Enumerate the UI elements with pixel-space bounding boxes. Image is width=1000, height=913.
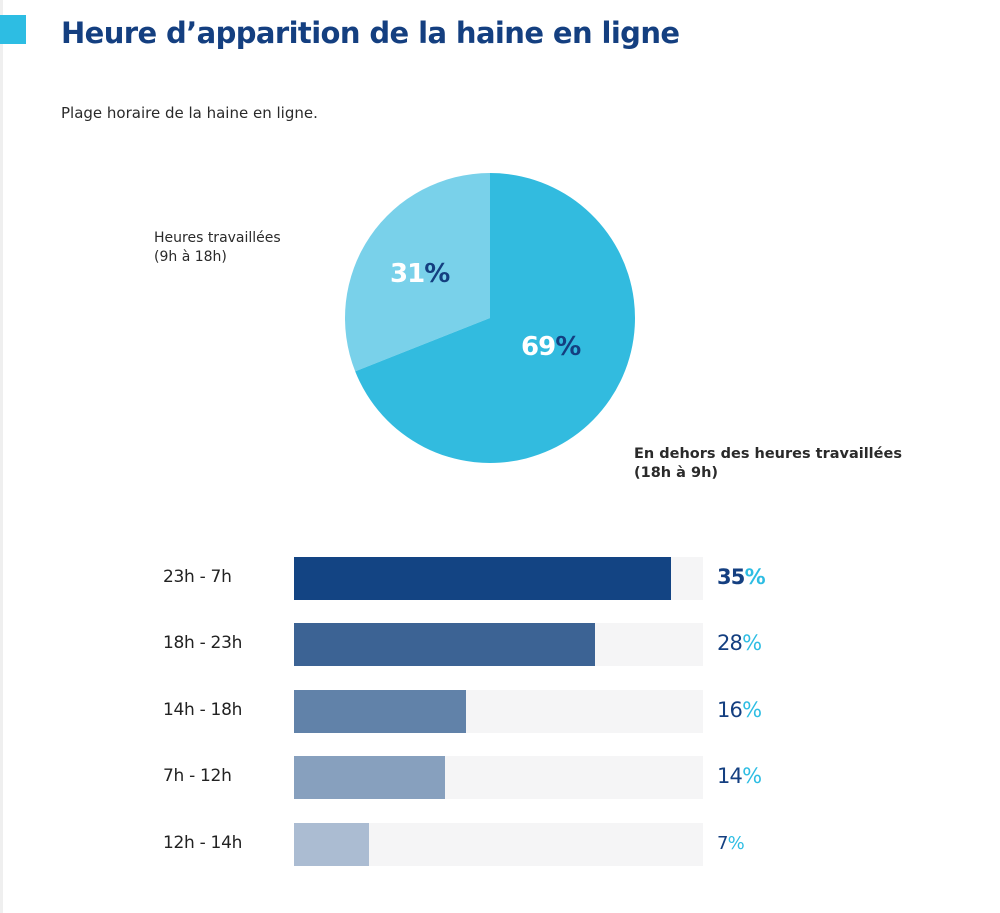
bar-value-label: 7%	[717, 833, 745, 854]
bar-value-number: 14	[717, 764, 743, 788]
legend-line: En dehors des heures travaillées	[634, 446, 902, 462]
bar-row: 12h - 14h 7%	[0, 823, 1000, 866]
pie-slice-hors-heures-travaillees	[355, 173, 635, 464]
bar-category-label: 12h - 14h	[163, 833, 243, 853]
bar-track	[294, 690, 703, 733]
pie-value-label-31: 31%	[390, 259, 450, 289]
chart-subtitle: Plage horaire de la haine en ligne.	[61, 104, 318, 122]
bar-value-suffix: %	[744, 565, 766, 589]
bar-value-suffix: %	[742, 698, 762, 722]
bar-track	[294, 756, 703, 799]
left-border-rule	[0, 0, 3, 913]
bar-fill	[294, 756, 445, 799]
bar-fill	[294, 823, 369, 866]
bar-track	[294, 557, 703, 600]
bar-fill	[294, 690, 466, 733]
page-title: Heure d’apparition de la haine en ligne	[61, 16, 680, 50]
bar-value-label: 28%	[717, 631, 762, 655]
bar-row: 7h - 12h 14%	[0, 756, 1000, 799]
bar-row: 14h - 18h 16%	[0, 690, 1000, 733]
bar-value-label: 14%	[717, 764, 762, 788]
bar-category-label: 7h - 12h	[163, 766, 232, 786]
bar-row: 23h - 7h 35%	[0, 557, 1000, 600]
legend-line: (18h à 9h)	[634, 465, 719, 481]
bar-value-suffix: %	[742, 764, 762, 788]
legend-line: Heures travaillées	[154, 230, 281, 246]
bar-category-label: 18h - 23h	[163, 633, 243, 653]
pie-value-number: 69	[521, 332, 556, 362]
bar-value-number: 28	[717, 631, 743, 655]
pie-value-number: 31	[390, 259, 425, 289]
pie-legend-hors-heures-travaillees: En dehors des heures travaillées (18h à …	[634, 445, 902, 483]
bar-fill	[294, 557, 671, 600]
legend-line: (9h à 18h)	[154, 249, 227, 265]
bar-value-number: 35	[717, 565, 745, 589]
bar-track	[294, 823, 703, 866]
bar-value-label: 35%	[717, 565, 766, 589]
pie-slice-heures-travaillees	[344, 173, 490, 372]
bar-row: 18h - 23h 28%	[0, 623, 1000, 666]
bar-value-number: 16	[717, 698, 743, 722]
bar-value-suffix: %	[727, 833, 745, 854]
bar-value-suffix: %	[742, 631, 762, 655]
bar-category-label: 23h - 7h	[163, 567, 232, 587]
pie-legend-heures-travaillees: Heures travaillées (9h à 18h)	[154, 229, 281, 267]
bar-track	[294, 623, 703, 666]
pie-value-label-69: 69%	[521, 332, 581, 362]
pie-value-suffix: %	[555, 332, 581, 362]
bar-value-number: 7	[717, 833, 728, 854]
bar-category-label: 14h - 18h	[163, 700, 243, 720]
pie-value-suffix: %	[424, 259, 450, 289]
bar-fill	[294, 623, 595, 666]
accent-square	[0, 15, 26, 44]
bar-value-label: 16%	[717, 698, 762, 722]
